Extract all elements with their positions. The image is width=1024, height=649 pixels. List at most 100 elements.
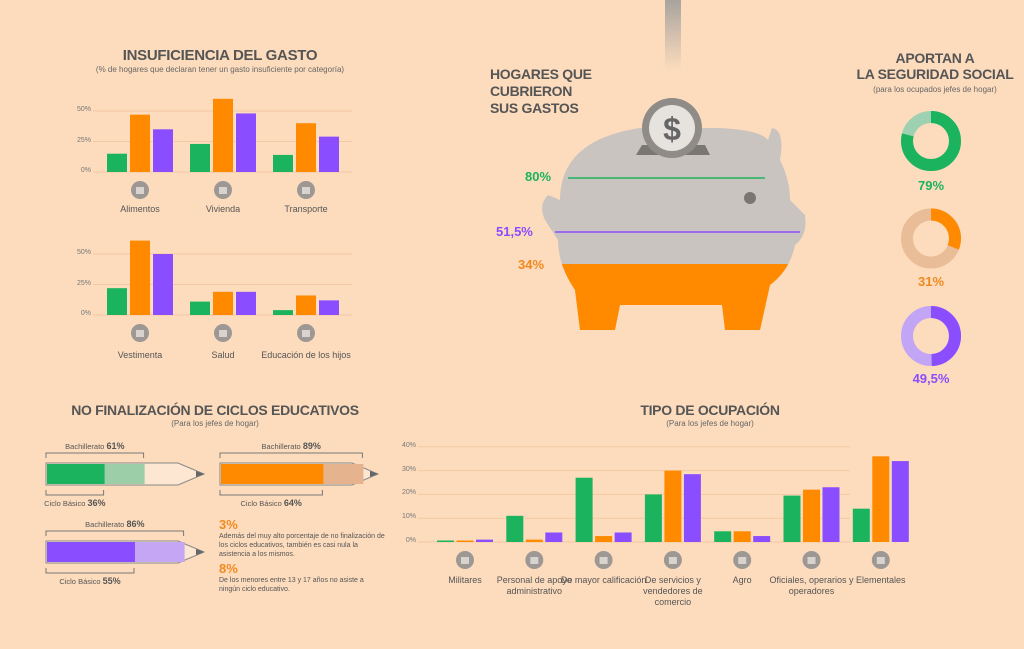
bar-orange: [130, 240, 150, 315]
piggy-eye: [744, 192, 756, 204]
category-label: De servicios y vendedores de comercio: [643, 575, 703, 607]
y-tick-label: 0%: [80, 310, 91, 317]
bar-purple: [891, 461, 909, 542]
category-label: Vivienda: [205, 204, 241, 214]
bar-orange: [525, 539, 543, 542]
category-label: Agro: [732, 575, 752, 585]
ciclos-title: NO FINALIZACIÓN DE CICLOS EDUCATIVOS: [71, 402, 359, 418]
category-label: Educación de los hijos: [261, 350, 351, 360]
tools-icon: [802, 551, 821, 569]
category-label: De mayor calificación: [560, 575, 647, 585]
bar-orange: [733, 531, 751, 542]
bar-purple: [614, 532, 632, 542]
category-label: Personal de apoyo administrativo: [496, 575, 572, 596]
bar-orange: [296, 123, 316, 172]
y-tick-label: 20%: [401, 489, 416, 497]
bar-orange: [595, 536, 613, 542]
folder-icon: [525, 551, 544, 569]
pencil-purple: [45, 540, 206, 564]
bar-purple: [236, 113, 256, 172]
bar-green: [107, 153, 127, 172]
bachillerato-text: Bachillerato: [85, 520, 125, 529]
bar-orange: [664, 470, 682, 542]
bar-purple: [683, 474, 701, 542]
plate-icon: [131, 181, 149, 199]
bar-green: [273, 154, 293, 172]
category-label: Elementales: [856, 575, 906, 585]
flask-icon: [594, 551, 613, 569]
bar-green: [190, 301, 210, 315]
basico-text: Ciclo Básico: [59, 577, 101, 586]
house-icon: [214, 181, 232, 199]
bar-orange: [456, 540, 474, 542]
piggy-title-line: HOGARES QUE: [490, 66, 592, 82]
pencil-green: [45, 462, 206, 486]
piggy-orange-value: 34%: [518, 257, 545, 272]
bar-green: [852, 508, 870, 542]
ciclos-subtitle: (Para los jefes de hogar): [171, 419, 259, 428]
bachillerato-value: 61%: [106, 441, 125, 451]
y-tick-label: 50%: [76, 249, 91, 256]
bar-green: [783, 495, 801, 542]
category-label: Vestimenta: [117, 350, 163, 360]
category-label: Militares: [448, 575, 482, 585]
y-tick-label: 10%: [401, 513, 416, 521]
y-tick-label: 0%: [80, 167, 91, 174]
piggy-green-value: 80%: [525, 169, 552, 184]
bar-purple: [319, 300, 339, 315]
basico-label: Ciclo Básico 36%: [25, 498, 125, 508]
cart-icon: [663, 551, 682, 569]
piggy-title-line: CUBRIERON: [490, 83, 573, 99]
bar-purple: [153, 129, 173, 172]
health-icon: [214, 324, 232, 342]
y-tick-label: 25%: [76, 279, 91, 287]
donut-label-green: 79%: [917, 178, 945, 193]
piggy-fill-orange: [542, 264, 806, 330]
gasto-title: INSUFICIENCIA DEL GASTO: [122, 47, 318, 64]
clothes-icon: [131, 324, 149, 342]
pencil-orange: [219, 462, 380, 486]
bar-purple: [822, 487, 840, 542]
y-tick-label: 25%: [76, 136, 91, 144]
bar-green: [107, 288, 127, 315]
graduation-cap-icon: [297, 324, 315, 342]
bracket-basico: [219, 490, 323, 496]
donut-label-orange: 31%: [917, 274, 945, 289]
y-tick-label: 30%: [401, 465, 416, 473]
note2-text: De los menores entre 13 y 17 años no asi…: [219, 577, 364, 593]
bracket-bachillerato: [45, 452, 145, 458]
bar-green: [190, 143, 210, 172]
coin-slot-pole: [665, 0, 681, 70]
note1-text: Además del muy alto porcentaje de no fin…: [219, 533, 385, 558]
gasto-subtitle: (% de hogares que declaran tener un gast…: [95, 65, 345, 74]
bar-orange: [213, 291, 233, 315]
note1-value: 3%: [219, 517, 238, 532]
bracket-basico: [45, 568, 135, 574]
bar-orange: [872, 456, 890, 542]
piggy-title-line: SUS GASTOS: [490, 100, 579, 116]
bar-purple: [476, 539, 493, 542]
bachillerato-value: 86%: [126, 519, 145, 529]
seguridad-title: APORTAN A LA SEGURIDAD SOCIAL: [850, 50, 1020, 82]
bar-green: [644, 494, 662, 542]
bar-purple: [545, 532, 563, 542]
basico-value: 36%: [87, 498, 106, 508]
category-label: Alimentos: [120, 204, 160, 214]
seguridad-subtitle: (para los ocupados jefes de hogar): [873, 85, 997, 94]
donut-slice: [901, 306, 961, 366]
bar-orange: [213, 98, 233, 172]
donut-slice: [901, 208, 961, 269]
bachillerato-label: Bachillerato 86%: [65, 519, 165, 529]
broom-icon: [871, 551, 890, 569]
y-tick-label: 0%: [405, 537, 416, 544]
bar-orange: [296, 295, 316, 315]
seguridad-title-line: LA SEGURIDAD SOCIAL: [856, 66, 1014, 82]
donut-slice: [901, 111, 961, 171]
bracket-bachillerato: [219, 452, 363, 458]
dollar-icon: $: [663, 111, 681, 147]
tractor-icon: [733, 551, 752, 569]
piggy-title: HOGARES QUE CUBRIERON SUS GASTOS: [490, 66, 592, 117]
bar-green: [575, 477, 593, 542]
